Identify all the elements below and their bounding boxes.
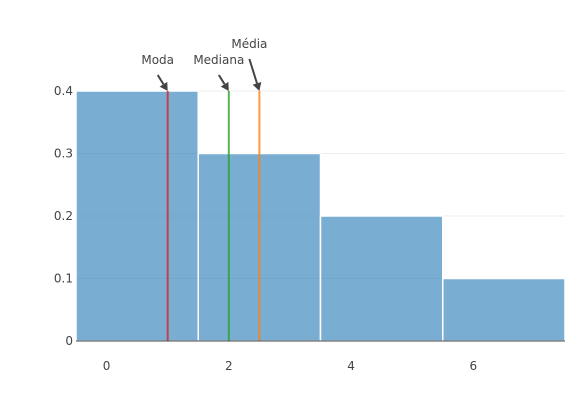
y-tick-label-4: 0.4 bbox=[54, 84, 73, 98]
histogram-bar-2 bbox=[319, 215, 444, 342]
annotation-arrow-line-média bbox=[248, 58, 258, 84]
annotation-arrow-line-mediana bbox=[217, 74, 226, 85]
y-tick-label-0: 0 bbox=[65, 334, 73, 348]
annotation-label-mediana: Mediana bbox=[193, 53, 244, 67]
annotation-arrowhead-média bbox=[252, 82, 262, 91]
y-tick-label-1: 0.1 bbox=[54, 272, 73, 286]
x-tick-label-3: 6 bbox=[469, 359, 477, 373]
annotation-label-moda: Moda bbox=[141, 53, 174, 67]
y-axis-ticks: 0 0.1 0.2 0.3 0.4 bbox=[54, 84, 73, 348]
y-tick-label-2: 0.2 bbox=[54, 209, 73, 223]
annotations: Moda Mediana Média bbox=[141, 37, 267, 91]
annotation-arrowhead-mediana bbox=[220, 81, 229, 91]
x-tick-label-2: 4 bbox=[347, 359, 355, 373]
x-tick-label-1: 2 bbox=[225, 359, 233, 373]
x-tick-label-0: 0 bbox=[103, 359, 111, 373]
annotation-label-média: Média bbox=[231, 37, 267, 51]
histogram-bar-0 bbox=[75, 90, 199, 342]
x-axis-ticks: 0 2 4 6 bbox=[103, 359, 477, 373]
statistic-lines bbox=[166, 91, 261, 341]
y-tick-label-3: 0.3 bbox=[54, 147, 73, 161]
annotation-arrow-line-moda bbox=[156, 74, 165, 85]
histogram-bar-3 bbox=[442, 277, 566, 342]
annotation-arrowhead-moda bbox=[159, 81, 168, 91]
